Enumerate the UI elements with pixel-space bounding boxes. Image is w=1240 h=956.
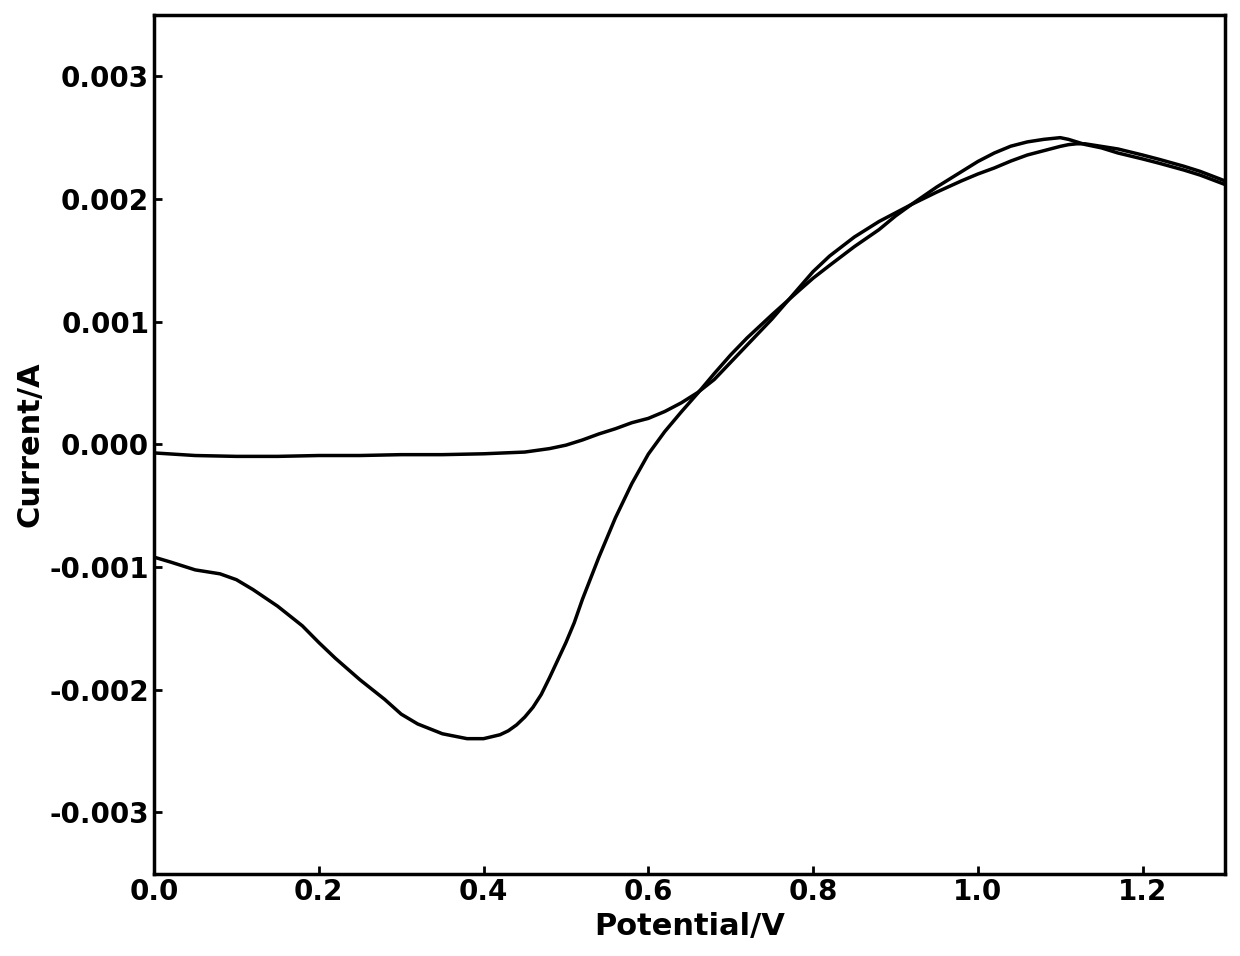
X-axis label: Potential/V: Potential/V	[594, 912, 785, 941]
Y-axis label: Current/A: Current/A	[15, 361, 43, 527]
